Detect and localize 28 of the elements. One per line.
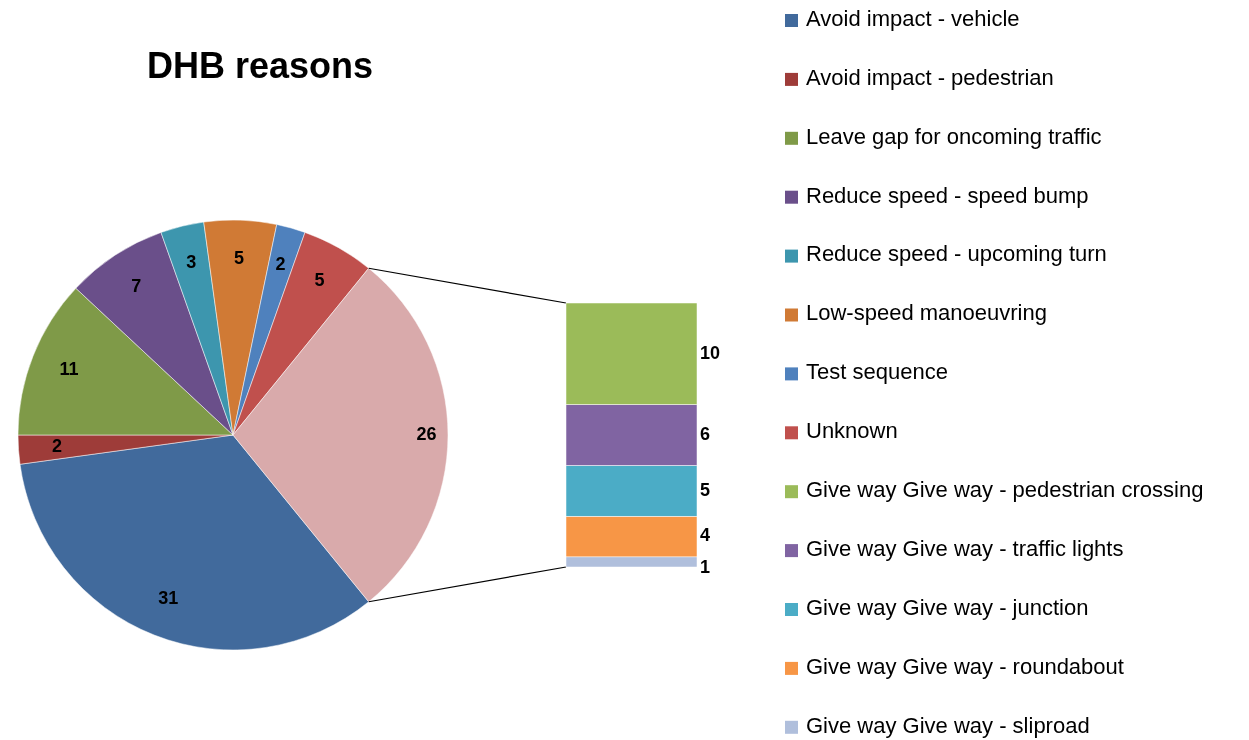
legend-label: Leave gap for oncoming traffic [806,123,1102,149]
legend-label: Give way Give way - roundabout [806,653,1124,679]
legend-label: Give way Give way - sliproad [806,712,1090,738]
text: DHB reasons [146,44,374,86]
data-label: 1 [700,556,711,577]
data-label: 11 [59,359,79,380]
legend-label: Give way Give way - traffic lights [806,535,1124,561]
text: Give way Give way - pedestrian crossing [806,477,1204,503]
data-label: 31 [158,587,179,608]
data-label: 26 [416,423,437,444]
legend-label: Avoid impact - pedestrian [806,64,1054,90]
data-label: 6 [700,423,711,444]
legend-label: Avoid impact - vehicle [806,5,1020,31]
data-label: 3 [186,252,197,273]
legend-label: Give way Give way - junction [806,594,1089,620]
data-label: 5 [314,270,325,291]
data-label: 10 [700,342,721,363]
legend-label: Reduce speed - speed bump [806,182,1089,208]
legend-label: Unknown [806,418,898,444]
data-label: 5 [700,479,711,500]
legend-label: Low-speed manoeuvring [806,300,1047,326]
data-label: 7 [131,276,142,297]
data-label: 2 [275,253,286,274]
legend-label: Test sequence [806,359,948,385]
data-label: 5 [234,247,245,268]
data-label: 2 [52,435,63,456]
legend-label: Reduce speed - upcoming turn [806,241,1107,267]
data-label: 4 [700,525,711,546]
